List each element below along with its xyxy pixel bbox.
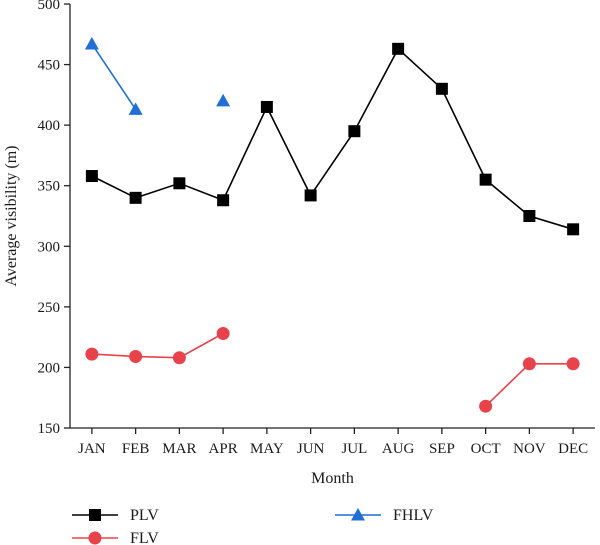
x-tick-label: NOV <box>513 441 546 457</box>
x-tick-label: MAR <box>162 441 196 457</box>
data-point-flv <box>479 399 493 413</box>
y-tick-label: 450 <box>38 58 61 74</box>
series-layer <box>84 36 580 413</box>
data-point-plv <box>479 173 492 186</box>
data-point-plv <box>304 189 317 202</box>
data-point-flv <box>566 357 580 371</box>
y-tick-label: 400 <box>38 118 61 134</box>
x-tick-label: JUL <box>341 441 367 457</box>
data-point-plv <box>523 210 536 222</box>
legend-item-flv: FLV <box>72 530 159 545</box>
y-tick-label: 300 <box>38 239 61 255</box>
data-point-flv <box>522 357 536 371</box>
data-point-plv <box>217 194 230 207</box>
legend-marker-plv <box>89 509 101 521</box>
x-tick-label: APR <box>209 441 238 457</box>
legend: PLV FLV FHLV <box>72 507 434 545</box>
x-tick-label: MAY <box>250 441 284 457</box>
axes: 150 200 250 300 350 400 450 500 JAN FEB MAR APR MAY J… <box>3 0 595 487</box>
data-point-plv <box>567 223 580 236</box>
legend-label-flv: FLV <box>130 530 159 545</box>
series-line-fhlv <box>91 43 137 110</box>
y-tick-label: 200 <box>38 360 61 376</box>
legend-marker-fhlv <box>351 508 365 521</box>
x-tick-label: JUN <box>297 441 325 457</box>
legend-item-fhlv: FHLV <box>335 507 434 524</box>
data-point-plv <box>260 100 273 113</box>
x-tick-label: DEC <box>558 441 588 457</box>
data-point-plv <box>392 42 405 55</box>
y-tick-label: 500 <box>38 0 61 13</box>
series-line-flv <box>91 332 224 359</box>
x-tick-label: SEP <box>429 441 455 457</box>
y-tick-label: 250 <box>38 300 61 316</box>
legend-item-plv: PLV <box>72 507 159 524</box>
series-plv <box>85 42 580 236</box>
data-point-flv <box>216 327 230 341</box>
data-point-plv <box>129 191 142 204</box>
y-tick-label: 150 <box>38 421 61 437</box>
data-point-fhlv <box>216 93 231 107</box>
legend-marker-flv <box>88 531 102 545</box>
x-axis-title: Month <box>311 470 354 487</box>
data-point-fhlv <box>128 102 143 115</box>
series-flv <box>85 327 580 413</box>
x-tick-label: OCT <box>471 441 501 457</box>
data-point-flv <box>129 350 143 364</box>
data-point-fhlv <box>84 36 99 50</box>
y-tick-label: 350 <box>38 179 61 195</box>
data-point-plv <box>435 82 448 95</box>
x-tick-label: JAN <box>78 441 106 457</box>
x-tick-label: AUG <box>382 441 415 457</box>
series-line-plv <box>91 47 574 231</box>
data-point-plv <box>348 125 361 138</box>
legend-label-fhlv: FHLV <box>393 507 434 524</box>
data-point-plv <box>85 170 98 183</box>
data-point-flv <box>172 351 186 365</box>
legend-label-plv: PLV <box>130 507 159 524</box>
data-point-plv <box>173 177 186 190</box>
y-axis-title: Average visibility (m) <box>3 146 20 287</box>
series-fhlv <box>84 36 231 115</box>
x-tick-label: FEB <box>122 441 150 457</box>
data-point-flv <box>85 347 99 361</box>
